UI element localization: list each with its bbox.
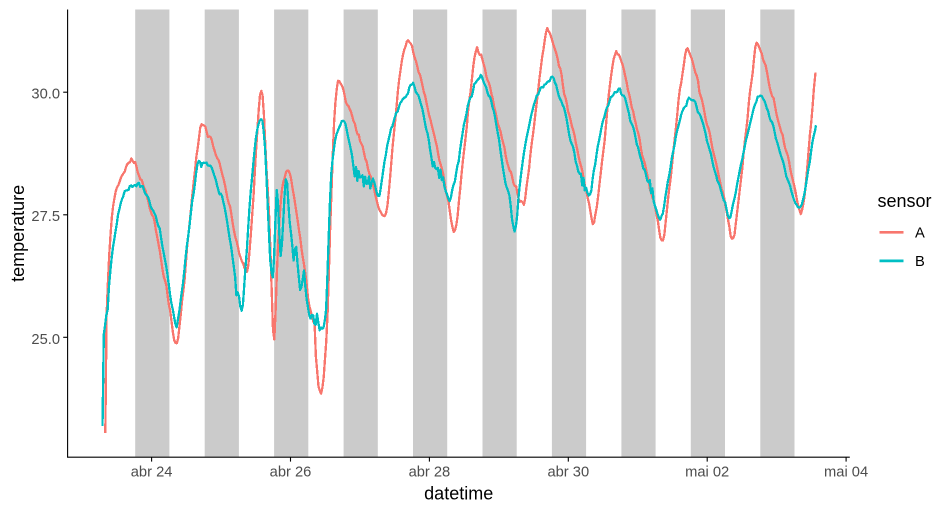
svg-text:A: A	[915, 226, 925, 242]
svg-text:sensor: sensor	[878, 191, 932, 211]
svg-text:abr 28: abr 28	[409, 465, 451, 481]
svg-text:datetime: datetime	[424, 484, 493, 504]
svg-text:mai 04: mai 04	[824, 465, 868, 481]
svg-text:mai 02: mai 02	[685, 465, 729, 481]
svg-text:25.0: 25.0	[31, 332, 60, 348]
svg-text:abr 24: abr 24	[131, 465, 173, 481]
svg-text:27.5: 27.5	[31, 209, 60, 225]
svg-text:30.0: 30.0	[31, 87, 60, 103]
svg-text:abr 30: abr 30	[547, 465, 589, 481]
svg-text:B: B	[915, 254, 925, 270]
svg-text:abr 26: abr 26	[270, 465, 312, 481]
svg-text:temperature: temperature	[8, 185, 28, 282]
